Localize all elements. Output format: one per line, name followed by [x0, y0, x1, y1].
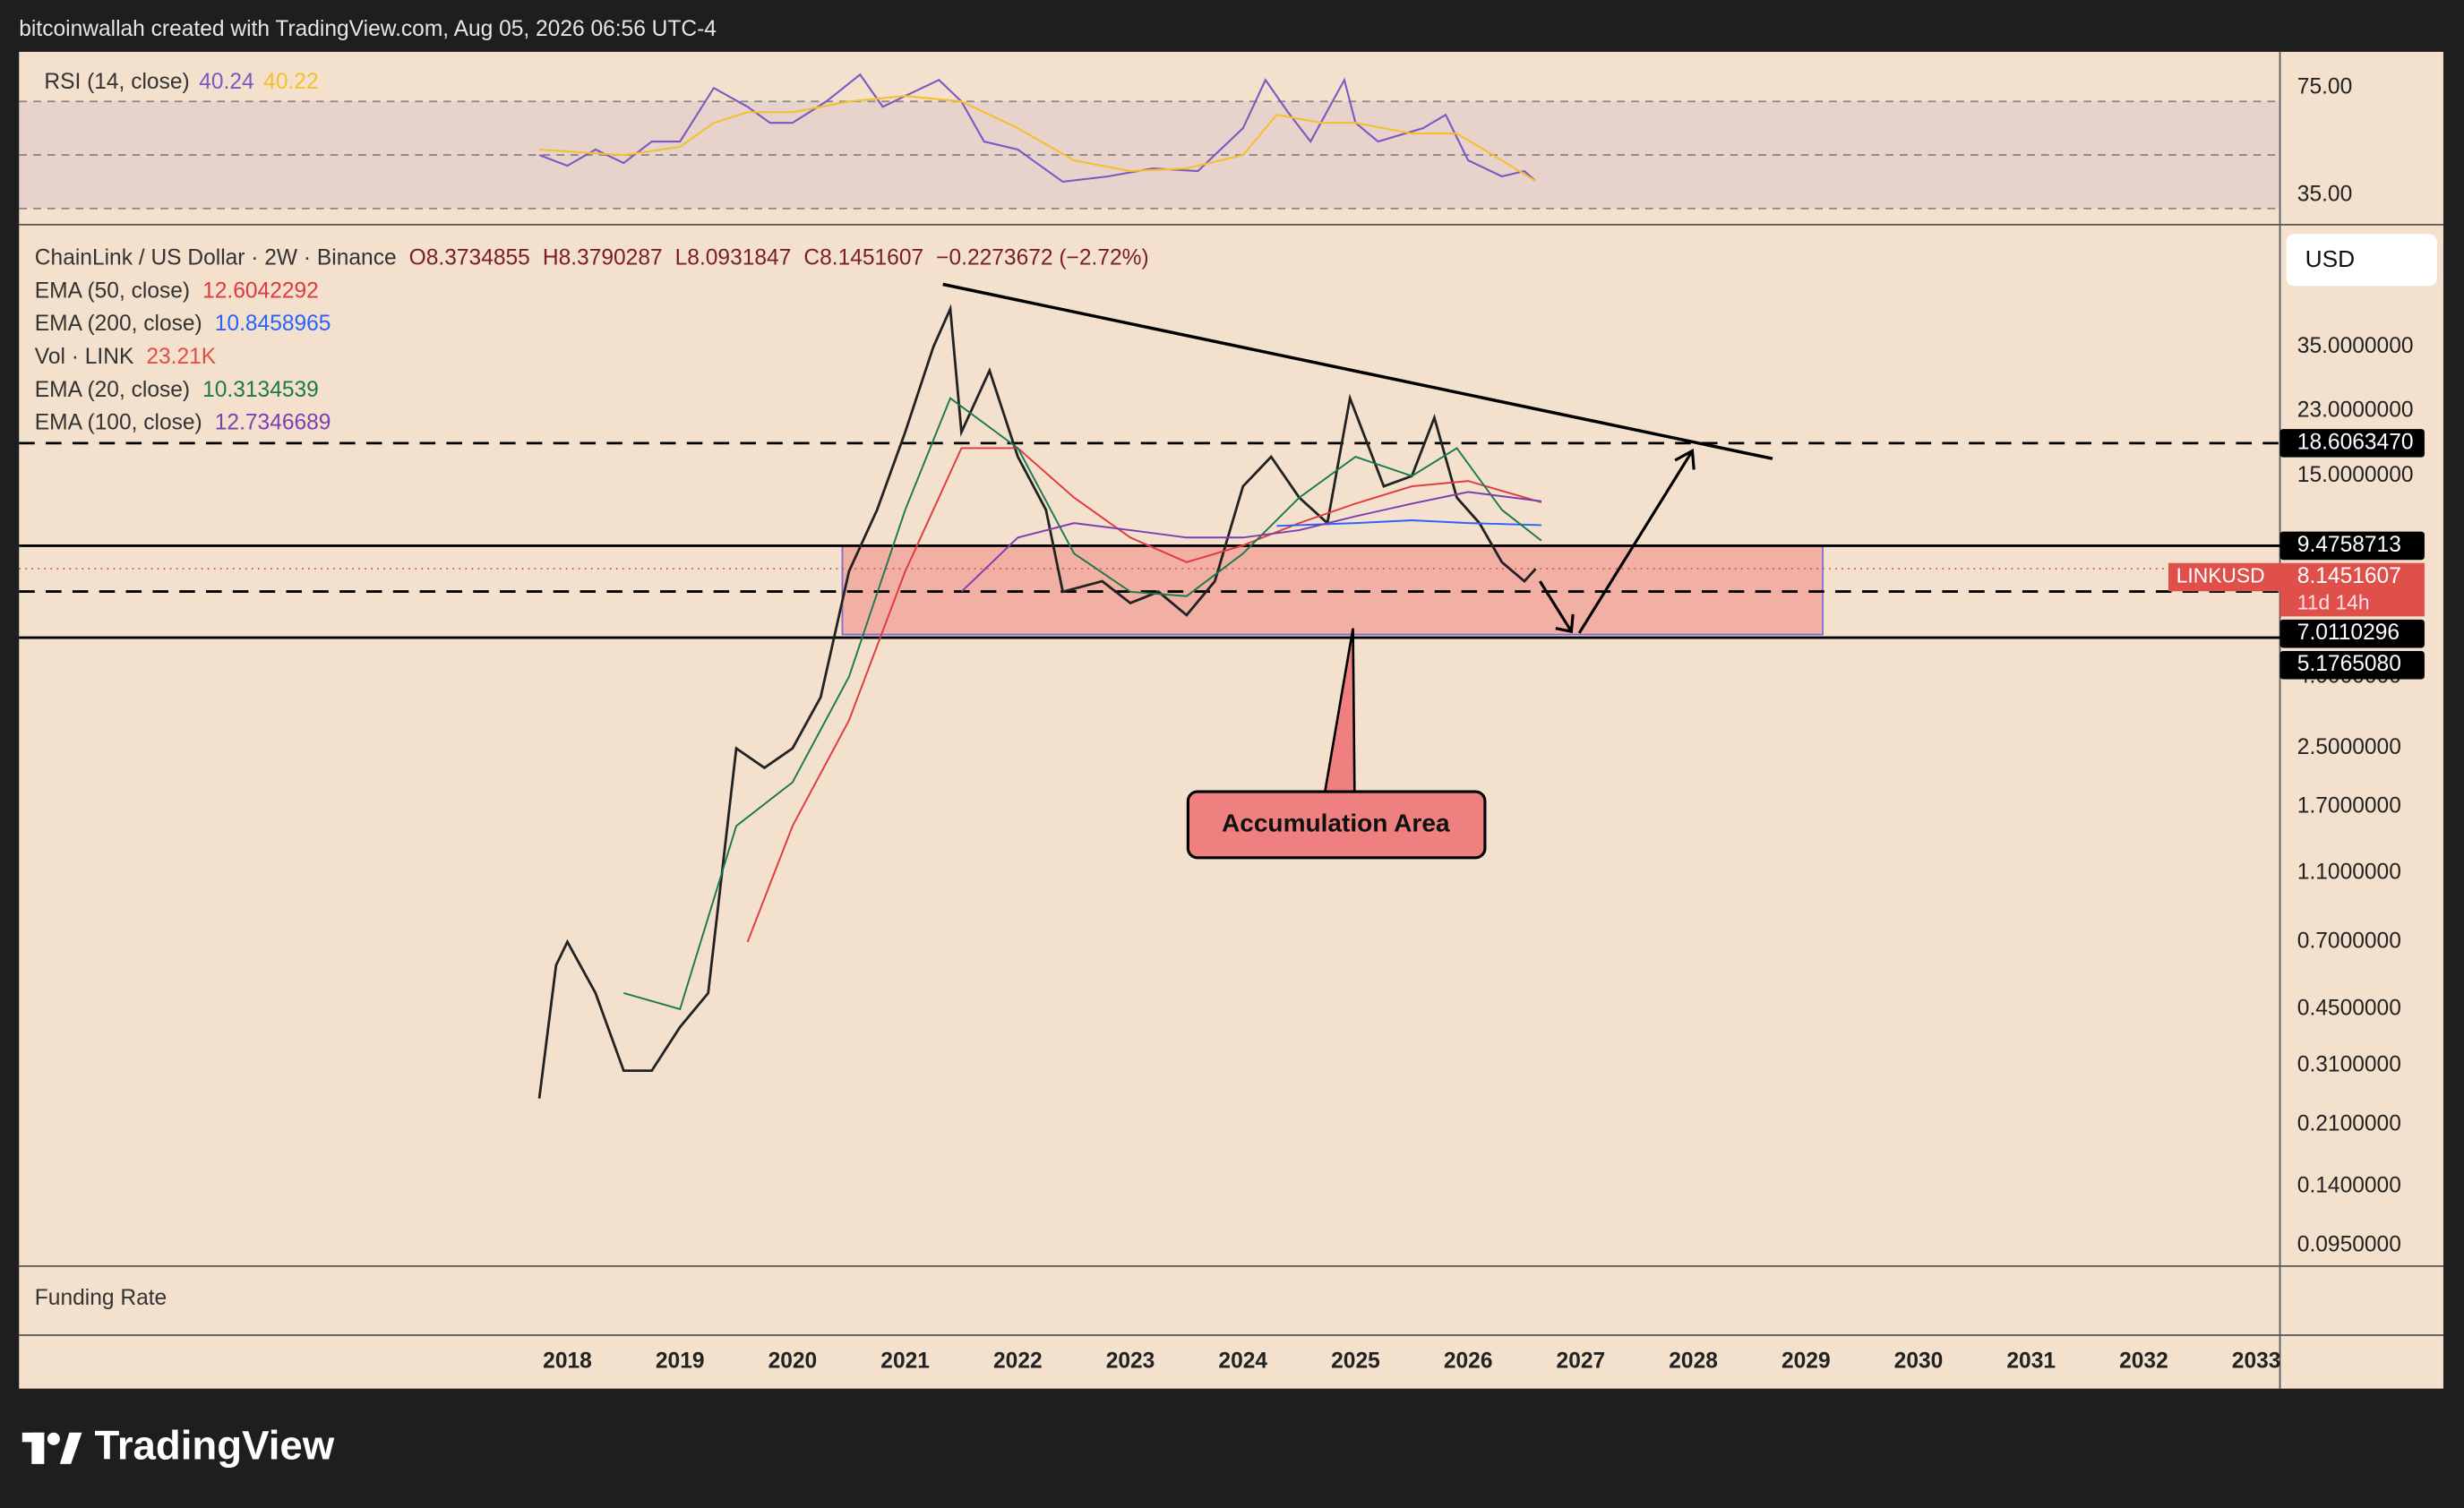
pane-borders	[19, 51, 2443, 1389]
price-line	[537, 304, 1537, 1099]
chart-panel	[19, 51, 2443, 1389]
ohlc-open: O8.3734855	[409, 246, 530, 270]
rsi-line	[539, 95, 1537, 183]
legend-part: RSI (14, close)	[44, 70, 189, 94]
legend-name: EMA (20, close)	[35, 378, 190, 402]
callout-box	[1186, 790, 1487, 860]
legend-entry: Vol · LINK 23.21K	[35, 345, 217, 369]
x-tick-label: 2018	[543, 1349, 592, 1373]
price-tag	[2279, 531, 2425, 561]
legend-title: ChainLink / US Dollar · 2W · Binance	[35, 246, 397, 270]
legend-value: 10.8458965	[215, 313, 331, 337]
rsi-band	[19, 101, 2280, 209]
x-tick-label: 2024	[1218, 1349, 1267, 1373]
callout-text: Accumulation Area	[1222, 809, 1450, 836]
trendline	[942, 282, 1773, 460]
x-tick-label: 2028	[1669, 1349, 1718, 1373]
price-tag	[2279, 650, 2425, 680]
symbol-label: LINKUSD	[2176, 564, 2265, 587]
ema-line	[1276, 519, 1541, 527]
arrow-down	[1538, 580, 1575, 634]
legend-entry: EMA (50, close) 12.6042292	[35, 279, 319, 304]
legend-entry: EMA (100, close) 12.7346689	[35, 411, 331, 435]
y-tick-label: 35.0000000	[2297, 334, 2414, 358]
y-tick-label: 75.00	[2297, 75, 2352, 99]
legend-name: Vol · LINK	[35, 345, 134, 369]
price-tag	[2279, 619, 2425, 648]
rsi-line	[538, 73, 1537, 184]
y-tick-label: 2.5000000	[2297, 735, 2401, 759]
x-tick-label: 2020	[768, 1349, 818, 1373]
legend-value: 12.7346689	[215, 411, 331, 435]
attribution: bitcoinwallah created with TradingView.c…	[19, 17, 717, 41]
x-tick-label: 2026	[1444, 1349, 1493, 1373]
legend-value: 10.3134539	[202, 378, 319, 402]
symbol-tag	[2168, 562, 2280, 592]
currency-button[interactable]	[2286, 234, 2437, 287]
y-tick-label: 1.1000000	[2297, 861, 2401, 885]
price-tag-label: 5.1765080	[2297, 652, 2401, 676]
rsi-legend: RSI (14, close) 40.24 40.22	[44, 70, 318, 94]
x-tick-label: 2032	[2119, 1349, 2168, 1373]
logo-text: TradingView	[94, 1422, 334, 1468]
y-tick-label: 0.3100000	[2297, 1053, 2401, 1077]
y-tick-label: 0.0950000	[2297, 1232, 2401, 1256]
legend-name: EMA (100, close)	[35, 411, 202, 435]
legend-part: 40.22	[263, 70, 318, 94]
legend-value: 12.6042292	[202, 279, 319, 304]
legend-entry: EMA (200, close) 10.8458965	[35, 313, 331, 337]
ohlc-change: −0.2273672 (−2.72%)	[936, 246, 1148, 270]
y-tick-label: 0.7000000	[2297, 929, 2401, 953]
price-tag-label: 9.4758713	[2297, 533, 2401, 557]
countdown: 11d 14h	[2297, 590, 2370, 613]
legend-part: 40.24	[199, 70, 253, 94]
x-tick-label: 2029	[1781, 1349, 1831, 1373]
ema-line	[960, 491, 1542, 593]
legend-value: 23.21K	[146, 345, 216, 369]
price-tag	[2279, 562, 2425, 617]
x-tick-label: 2019	[656, 1349, 705, 1373]
ohlc-low: L8.0931847	[675, 246, 792, 270]
y-tick-label: 0.1400000	[2297, 1174, 2401, 1198]
ohlc-high: H8.3790287	[543, 246, 663, 270]
funding-title: Funding Rate	[35, 1286, 167, 1310]
x-tick-label: 2031	[2006, 1349, 2056, 1373]
legend-name: EMA (200, close)	[35, 313, 202, 337]
ema-line	[746, 447, 1542, 943]
price-tag-label: 18.6063470	[2297, 430, 2414, 454]
y-tick-label: 0.4500000	[2297, 996, 2401, 1020]
y-tick-label: 1.7000000	[2297, 794, 2401, 818]
price-tag-label: 8.1451607	[2297, 564, 2401, 588]
legend-entry: EMA (20, close) 10.3134539	[35, 378, 319, 402]
x-tick-label: 2030	[1894, 1349, 1944, 1373]
arrow-up	[1577, 448, 1696, 634]
legend-name: EMA (50, close)	[35, 279, 190, 304]
x-tick-label: 2027	[1557, 1349, 1606, 1373]
accumulation-box	[841, 544, 1824, 636]
logo-icon	[21, 1432, 82, 1464]
y-tick-label: 0.2100000	[2297, 1112, 2401, 1136]
ema-line	[623, 397, 1542, 1011]
x-tick-label: 2033	[2232, 1349, 2281, 1373]
price-tag-label: 7.0110296	[2297, 621, 2400, 645]
symbol-legend: ChainLink / US Dollar · 2W · Binance O8.3…	[35, 246, 1149, 270]
y-tick-label: 23.0000000	[2297, 398, 2414, 422]
x-tick-label: 2023	[1106, 1349, 1155, 1373]
x-tick-label: 2021	[880, 1349, 930, 1373]
y-tick-label: 35.00	[2297, 182, 2352, 206]
x-tick-label: 2025	[1331, 1349, 1380, 1373]
y-tick-label: 15.0000000	[2297, 463, 2414, 487]
ohlc-close: C8.1451607	[803, 246, 923, 270]
price-tag	[2279, 429, 2425, 458]
x-tick-label: 2022	[993, 1349, 1043, 1373]
currency[interactable]: USD	[2305, 245, 2356, 272]
